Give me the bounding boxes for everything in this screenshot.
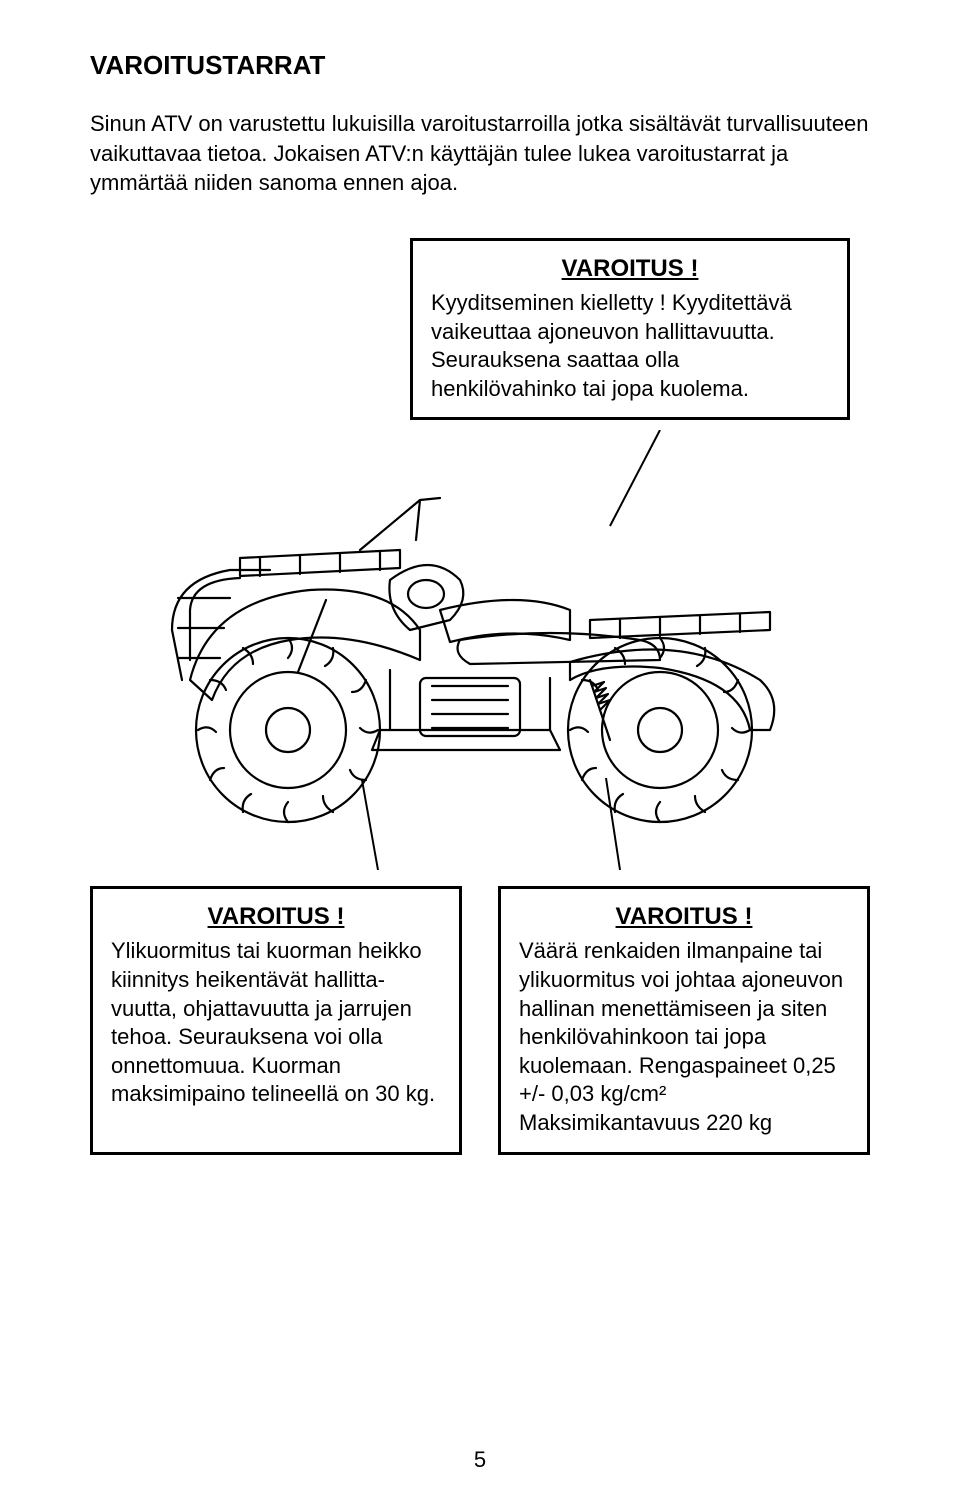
- warning-body: Väärä renkaiden ilmanpaine tai ylikuormi…: [519, 937, 849, 1137]
- warning-body: Kyyditseminen kielletty ! Kyyditettävä v…: [431, 289, 829, 403]
- intro-paragraph: Sinun ATV on varustettu lukuisilla varoi…: [90, 109, 870, 198]
- warning-box-bottom-left: VAROITUS ! Ylikuormitus tai kuorman heik…: [90, 886, 462, 1154]
- warning-body: Ylikuormitus tai kuorman heikko kiinnity…: [111, 937, 441, 1109]
- page-number: 5: [0, 1447, 960, 1473]
- warning-title: VAROITUS !: [111, 903, 441, 931]
- document-page: VAROITUSTARRAT Sinun ATV on varustettu l…: [0, 0, 960, 1497]
- warning-title: VAROITUS !: [519, 903, 849, 931]
- figure-container: [90, 430, 870, 870]
- warning-box-top: VAROITUS ! Kyyditseminen kielletty ! Kyy…: [410, 238, 850, 420]
- atv-illustration: [120, 430, 840, 870]
- page-title: VAROITUSTARRAT: [90, 50, 870, 81]
- warning-box-bottom-right: VAROITUS ! Väärä renkaiden ilmanpaine ta…: [498, 886, 870, 1154]
- warning-title: VAROITUS !: [431, 255, 829, 283]
- bottom-warning-row: VAROITUS ! Ylikuormitus tai kuorman heik…: [90, 886, 870, 1154]
